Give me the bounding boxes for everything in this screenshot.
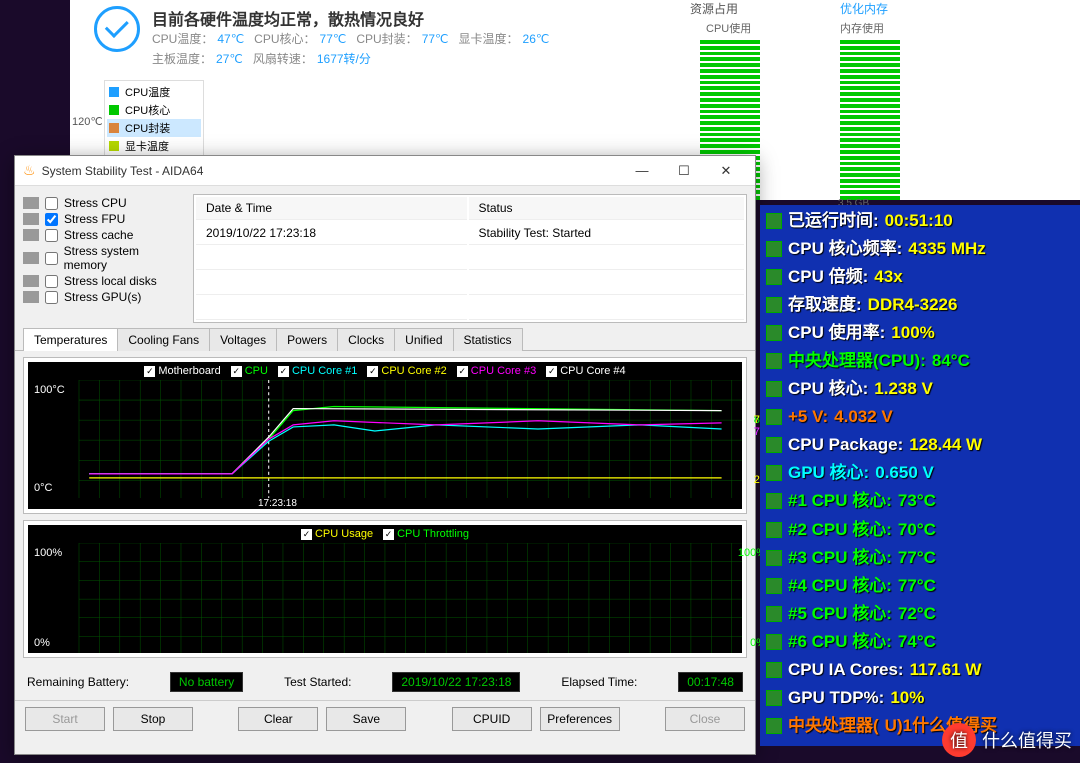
start-value: 2019/10/22 17:23:18 [392, 672, 520, 692]
legend-item[interactable]: CPU温度 [107, 83, 201, 101]
log-row: 2019/10/22 17:23:18 Stability Test: Star… [196, 222, 744, 245]
usage-chart: 100% 0% [28, 543, 742, 653]
temp-chart: 100°C 0°C [28, 380, 742, 498]
legend-cpu[interactable]: ✓CPU [231, 365, 268, 377]
preferences-button[interactable]: Preferences [540, 707, 620, 731]
legend-item[interactable]: CPU核心 [107, 101, 201, 119]
button-row: Start Stop Clear Save CPUID Preferences … [15, 700, 755, 741]
temp-y-bot: 0°C [34, 482, 52, 494]
overlay-row: CPU 倍频: 43x [766, 263, 1074, 291]
overlay-row: GPU 核心: 0.650 V [766, 459, 1074, 487]
save-button[interactable]: Save [326, 707, 406, 731]
overlay-row: 中央处理器(CPU): 84°C [766, 347, 1074, 375]
tab-clocks[interactable]: Clocks [337, 328, 395, 351]
watermark-icon: 值 [942, 723, 976, 757]
clear-button[interactable]: Clear [238, 707, 318, 731]
log-col-status: Status [469, 197, 745, 220]
temp-chart-legend: ✓Motherboard ✓CPU ✓CPU Core #1 ✓CPU Core #2… [28, 362, 742, 380]
temp-y-top: 100°C [34, 384, 65, 396]
overlay-row: CPU Package: 128.44 W [766, 431, 1074, 459]
temp-line-1: CPU温度：47℃CPU核心：77℃CPU封装：77℃显卡温度：26℃ [152, 30, 559, 47]
overlay-row: CPU 核心: 1.238 V [766, 375, 1074, 403]
legend-cpu-core-2[interactable]: ✓CPU Core #2 [367, 365, 446, 377]
minimize-icon[interactable]: — [621, 157, 663, 185]
stress-stress-local-disks[interactable]: Stress local disks [23, 274, 183, 288]
legend-motherboard[interactable]: ✓Motherboard [144, 365, 220, 377]
overlay-row: #5 CPU 核心: 72°C [766, 600, 1074, 628]
overlay-row: 已运行时间: 00:51:10 [766, 207, 1074, 235]
overlay-row: CPU IA Cores: 117.61 W [766, 656, 1074, 684]
stress-stress-system-memory[interactable]: Stress system memory [23, 244, 183, 272]
start-label: Test Started: [284, 675, 351, 689]
mem-usage-bar [840, 40, 900, 200]
titlebar[interactable]: ♨ System Stability Test - AIDA64 — ☐ ✕ [15, 156, 755, 186]
overlay-row: 存取速度: DDR4-3226 [766, 291, 1074, 319]
stress-stress-gpu-s-[interactable]: Stress GPU(s) [23, 290, 183, 304]
tab-unified[interactable]: Unified [394, 328, 453, 351]
start-button[interactable]: Start [25, 707, 105, 731]
usage-y-bot: 0% [34, 637, 50, 649]
elapsed-label: Elapsed Time: [561, 675, 637, 689]
watermark: 值 什么值得买 [942, 723, 1072, 757]
watermark-text: 什么值得买 [982, 727, 1072, 753]
overlay-row: #1 CPU 核心: 73°C [766, 487, 1074, 515]
battery-label: Remaining Battery: [27, 675, 129, 689]
stress-options: Stress CPU Stress FPU Stress cache Stres… [23, 194, 183, 323]
stress-stress-cache[interactable]: Stress cache [23, 228, 183, 242]
legend-cpu-core-3[interactable]: ✓CPU Core #3 [457, 365, 536, 377]
legend-cpu-throttling[interactable]: ✓CPU Throttling [383, 528, 469, 540]
battery-value: No battery [170, 672, 243, 692]
resource-title: 资源占用 [690, 0, 738, 17]
temp-line-2: 主板温度：27℃风扇转速：1677转/分 [152, 50, 381, 67]
cpuid-button[interactable]: CPUID [452, 707, 532, 731]
legend-cpu-core-4[interactable]: ✓CPU Core #4 [546, 365, 625, 377]
log-table: Date & Time Status 2019/10/22 17:23:18 S… [193, 194, 747, 323]
tab-voltages[interactable]: Voltages [209, 328, 277, 351]
close-icon[interactable]: ✕ [705, 157, 747, 185]
legend-cpu-core-1[interactable]: ✓CPU Core #1 [278, 365, 357, 377]
overlay-row: #3 CPU 核心: 77°C [766, 544, 1074, 572]
close-button[interactable]: Close [665, 707, 745, 731]
tab-powers[interactable]: Powers [276, 328, 338, 351]
stress-stress-cpu[interactable]: Stress CPU [23, 196, 183, 210]
temp-x-marker: 17:23:18 [28, 498, 742, 509]
aida64-window: ♨ System Stability Test - AIDA64 — ☐ ✕ S… [14, 155, 756, 755]
mem-usage-label: 内存使用 [840, 20, 884, 36]
stop-button[interactable]: Stop [113, 707, 193, 731]
overlay-row: CPU 核心频率: 4335 MHz [766, 235, 1074, 263]
usage-chart-legend: ✓CPU Usage ✓CPU Throttling [28, 525, 742, 543]
overlay-row: #2 CPU 核心: 70°C [766, 516, 1074, 544]
tab-bar: TemperaturesCooling FansVoltagesPowersCl… [15, 327, 755, 351]
window-title: System Stability Test - AIDA64 [42, 164, 204, 178]
tab-statistics[interactable]: Statistics [453, 328, 523, 351]
overlay-row: #4 CPU 核心: 77°C [766, 572, 1074, 600]
overlay-row: +5 V: 4.032 V [766, 403, 1074, 431]
legend-cpu-usage[interactable]: ✓CPU Usage [301, 528, 373, 540]
stress-stress-fpu[interactable]: Stress FPU [23, 212, 183, 226]
health-title: 目前各硬件温度均正常，散热情况良好 [152, 6, 424, 30]
tab-temperatures[interactable]: Temperatures [23, 328, 118, 351]
cpu-usage-label: CPU使用 [706, 20, 751, 36]
status-row: Remaining Battery: No battery Test Start… [15, 664, 755, 696]
tab-cooling-fans[interactable]: Cooling Fans [117, 328, 210, 351]
overlay-row: #6 CPU 核心: 74°C [766, 628, 1074, 656]
legend-box[interactable]: CPU温度CPU核心CPU封装显卡温度 [104, 80, 204, 158]
log-col-dt: Date & Time [196, 197, 467, 220]
usage-y-top: 100% [34, 547, 62, 559]
hwinfo-overlay: 已运行时间: 00:51:10CPU 核心频率: 4335 MHzCPU 倍频:… [760, 205, 1080, 746]
overlay-row: CPU 使用率: 100% [766, 319, 1074, 347]
overlay-row: GPU TDP%: 10% [766, 684, 1074, 712]
y-axis-120: 120℃ [72, 115, 103, 128]
elapsed-value: 00:17:48 [678, 672, 743, 692]
maximize-icon[interactable]: ☐ [663, 157, 705, 185]
optimize-link[interactable]: 优化内存 [840, 0, 888, 17]
flame-icon: ♨ [23, 162, 36, 179]
usage-chart-panel: ✓CPU Usage ✓CPU Throttling 100% 0% 100% 0… [23, 520, 747, 658]
temperature-chart-panel: ✓Motherboard ✓CPU ✓CPU Core #1 ✓CPU Core #2… [23, 357, 747, 514]
legend-item[interactable]: CPU封装 [107, 119, 201, 137]
legend-item[interactable]: 显卡温度 [107, 137, 201, 155]
ok-check-icon [94, 6, 140, 52]
